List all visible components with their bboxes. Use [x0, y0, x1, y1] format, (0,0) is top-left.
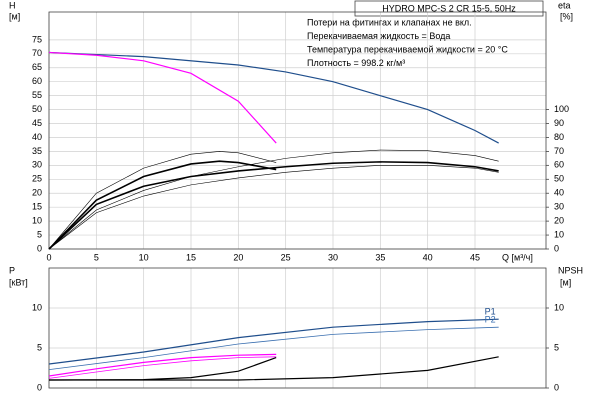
x-tick-label: 20 — [233, 252, 243, 262]
y2-tick-label: 0 — [554, 382, 559, 392]
y2-tick-label: 20 — [554, 215, 564, 225]
y-tick-label: 30 — [32, 160, 42, 170]
y-tick-label: 45 — [32, 118, 42, 128]
y-tick-label: 60 — [32, 76, 42, 86]
y2-tick-label: 5 — [554, 342, 559, 352]
y2-axis-label: NPSH — [558, 265, 583, 275]
x-tick-label: 30 — [328, 252, 338, 262]
y-tick-label: 10 — [32, 215, 42, 225]
x-tick-label: 0 — [46, 252, 51, 262]
x-tick-label: 25 — [281, 252, 291, 262]
x-axis-label: Q [м³/ч] — [502, 252, 533, 262]
y-axis-label: P — [9, 265, 15, 275]
y-axis-unit: [м] — [9, 11, 20, 21]
x-tick-label: 35 — [375, 252, 385, 262]
y2-tick-label: 10 — [554, 229, 564, 239]
y-tick-label: 0 — [37, 243, 42, 253]
plot-frame — [48, 11, 547, 250]
y2-axis-unit: [м] — [560, 277, 571, 287]
y2-tick-label: 100 — [554, 104, 569, 114]
x-tick-label: 40 — [423, 252, 433, 262]
y-axis-label: H — [9, 0, 16, 10]
y-axis-unit: [кВт] — [9, 277, 28, 287]
y2-tick-label: 70 — [554, 146, 564, 156]
y-tick-label: 50 — [32, 104, 42, 114]
y2-tick-label: 0 — [554, 243, 559, 253]
y-tick-label: 65 — [32, 62, 42, 72]
y-tick-label: 70 — [32, 48, 42, 58]
x-tick-label: 10 — [139, 252, 149, 262]
series-line — [49, 356, 499, 381]
y-tick-label: 35 — [32, 146, 42, 156]
series-line — [48, 149, 499, 250]
series-line — [48, 151, 277, 250]
y-tick-label: 55 — [32, 90, 42, 100]
x-tick-label: 45 — [470, 252, 480, 262]
y-tick-label: 20 — [32, 188, 42, 198]
y2-tick-label: 90 — [554, 118, 564, 128]
y2-axis-label: eta — [558, 0, 571, 10]
y-tick-label: 10 — [32, 302, 42, 312]
y-tick-label: 75 — [32, 34, 42, 44]
series-line — [48, 356, 277, 379]
x-tick-label: 15 — [186, 252, 196, 262]
annotation: Плотность = 998.2 кг/м³ — [307, 58, 405, 68]
series-line — [48, 161, 499, 250]
series-line — [48, 165, 499, 250]
series-line — [48, 160, 277, 250]
series-line — [48, 51, 277, 144]
series-line — [48, 353, 277, 377]
y2-tick-label: 30 — [554, 202, 564, 212]
annotation: Температура перекачиваемой жидкости = 20… — [307, 44, 508, 54]
series-label: P1 — [485, 307, 496, 317]
y2-tick-label: 80 — [554, 132, 564, 142]
series-line — [48, 51, 499, 144]
series-label: P2 — [485, 315, 496, 325]
y2-tick-label: 40 — [554, 188, 564, 198]
chart-title: HYDRO MPC-S 2 CR 15-5, 50Hz — [382, 3, 516, 13]
y-tick-label: 25 — [32, 174, 42, 184]
annotation: Потери на фитингах и клапанах не вкл. — [307, 17, 472, 27]
y2-tick-label: 50 — [554, 174, 564, 184]
y-tick-label: 5 — [37, 229, 42, 239]
series-line — [48, 318, 499, 365]
y2-tick-label: 60 — [554, 160, 564, 170]
plot-frame — [48, 267, 547, 389]
y-tick-label: 40 — [32, 132, 42, 142]
y2-axis-unit: [%] — [560, 11, 573, 21]
y2-tick-label: 10 — [554, 302, 564, 312]
y-tick-label: 5 — [37, 342, 42, 352]
annotation: Перекачиваемая жидкость = Вода — [307, 31, 450, 41]
x-tick-label: 5 — [94, 252, 99, 262]
series-line — [48, 326, 499, 370]
y-tick-label: 15 — [32, 202, 42, 212]
y-tick-label: 0 — [37, 382, 42, 392]
